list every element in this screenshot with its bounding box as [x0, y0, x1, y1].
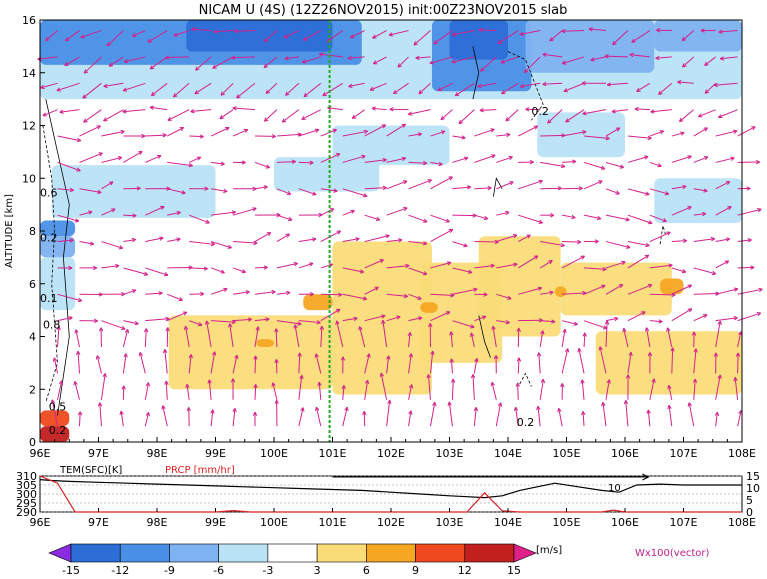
- main-y-label-2: 4: [29, 331, 36, 344]
- colorbar-segment-8: [416, 544, 465, 562]
- y-axis-label: ALTITUDE [km]: [4, 194, 15, 268]
- main-x-label-12: 108E: [728, 447, 756, 460]
- shaded-cell-7: [52, 165, 216, 218]
- main-x-label-1: 97E: [88, 447, 109, 460]
- bottom-x-label-5: 101E: [319, 516, 347, 529]
- colorbar-units: [m/s]: [536, 545, 562, 556]
- contour-label-4: 0.8: [43, 319, 61, 332]
- main-y-label-1: 2: [29, 383, 36, 396]
- colorbar-segment-2: [120, 544, 169, 562]
- main-y-label-5: 10: [22, 172, 36, 185]
- main-x-label-4: 100E: [260, 447, 288, 460]
- main-x-label-5: 101E: [319, 447, 347, 460]
- contour-label-5: 0.5: [49, 400, 67, 413]
- main-y-label-7: 14: [22, 67, 36, 80]
- colorbar-segment-5: [268, 544, 317, 562]
- colorbar-label-9: 15: [507, 564, 521, 575]
- bottom-x-label-2: 98E: [147, 516, 168, 529]
- shaded-cell-5: [526, 20, 655, 73]
- contour-label-6: 0.2: [49, 424, 67, 437]
- colorbar-label-6: 6: [363, 564, 370, 575]
- colorbar-segment-4: [219, 544, 268, 562]
- colorbar-label-2: -9: [164, 564, 175, 575]
- bottom-x-label-4: 100E: [260, 516, 288, 529]
- colorbar-segment-3: [169, 544, 218, 562]
- main-x-label-8: 104E: [494, 447, 522, 460]
- main-y-label-6: 12: [22, 120, 36, 133]
- colorbar-label-5: 3: [314, 564, 321, 575]
- bottom-x-label-1: 97E: [88, 516, 109, 529]
- colorbar-label-7: 9: [412, 564, 419, 575]
- contour-label-1: 0.6: [40, 187, 58, 200]
- main-y-label-0: 0: [29, 436, 36, 449]
- main-x-label-6: 102E: [377, 447, 405, 460]
- shaded-cell-9: [333, 126, 450, 166]
- main-x-label-10: 106E: [611, 447, 639, 460]
- main-y-label-8: 16: [22, 14, 36, 27]
- shaded-cell-20: [555, 286, 567, 297]
- main-x-label-7: 103E: [436, 447, 464, 460]
- contour-label-3: 0.1: [40, 292, 58, 305]
- shaded-cell-16: [561, 263, 672, 316]
- bottom-left-label: TEM(SFC)[K]: [59, 465, 122, 476]
- shaded-cell-12: [169, 315, 333, 389]
- main-y-label-3: 6: [29, 278, 36, 291]
- bottom-x-label-6: 102E: [377, 516, 405, 529]
- curve-label: 10: [608, 483, 621, 494]
- shaded-cell-17: [596, 331, 742, 394]
- bottom-x-label-8: 104E: [494, 516, 522, 529]
- bottom-x-label-11: 107E: [670, 516, 698, 529]
- contour-label-0: 0.2: [531, 105, 549, 118]
- chart-title: NICAM U (4S) (12Z26NOV2015) init:00Z23NO…: [199, 3, 568, 18]
- main-x-label-3: 99E: [205, 447, 226, 460]
- colorbar-label-3: -6: [213, 564, 224, 575]
- main-x-label-9: 105E: [553, 447, 581, 460]
- colorbar-segment-1: [71, 544, 120, 562]
- colorbar: -15 -12 -9 -6 -3 3 6 9 12 15: [49, 544, 536, 575]
- contour-label-7: 0.2: [517, 416, 535, 429]
- colorbar-label-1: -12: [111, 564, 129, 575]
- shaded-cell-10: [537, 112, 625, 157]
- bottom-x-label-3: 99E: [205, 516, 226, 529]
- main-x-label-11: 107E: [670, 447, 698, 460]
- colorbar-label-8: 12: [458, 564, 472, 575]
- shaded-cell-21: [660, 278, 683, 294]
- bottom-x-label-10: 106E: [611, 516, 639, 529]
- colorbar-label-0: -15: [62, 564, 80, 575]
- bottom-right-label: PRCP [mm/hr]: [165, 465, 235, 476]
- main-x-label-2: 98E: [147, 447, 168, 460]
- colorbar-segment-7: [366, 544, 415, 562]
- bottom-right-tick-3: 0: [746, 506, 753, 519]
- colorbar-segment-9: [465, 544, 514, 562]
- shaded-cell-4: [450, 20, 509, 60]
- vector-label: Wx100(vector): [635, 548, 710, 559]
- bottom-left-tick-4: 290: [16, 506, 37, 519]
- colorbar-segment-6: [317, 544, 366, 562]
- shaded-cell-18: [303, 294, 332, 310]
- shaded-cell-6: [654, 20, 742, 52]
- colorbar-label-4: -3: [262, 564, 273, 575]
- shaded-cell-11: [654, 178, 742, 223]
- shaded-cell-22: [256, 339, 274, 347]
- shaded-cell-19: [420, 302, 438, 313]
- contour-label-2: 0.2: [40, 232, 58, 245]
- colorbar-cap-high: [514, 544, 536, 562]
- main-y-label-4: 8: [29, 225, 36, 238]
- colorbar-cap-low: [49, 544, 71, 562]
- bottom-x-label-7: 103E: [436, 516, 464, 529]
- bottom-x-label-9: 105E: [553, 516, 581, 529]
